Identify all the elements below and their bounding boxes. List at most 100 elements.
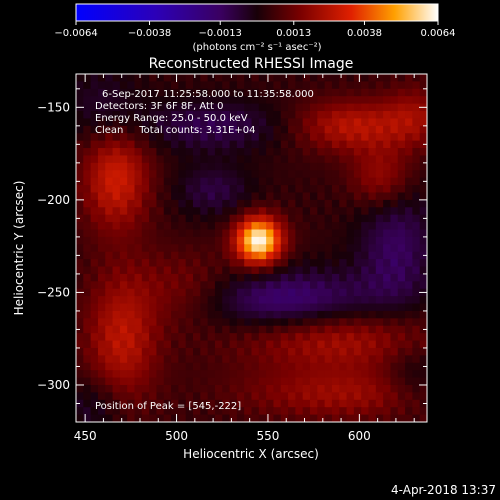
heatmap-cell [302, 229, 311, 238]
heatmap-cell [397, 96, 406, 105]
heatmap-cell [200, 199, 209, 208]
heatmap-cell [251, 355, 260, 364]
heatmap-cell [346, 303, 355, 312]
heatmap-cell [361, 355, 370, 364]
heatmap-cell [207, 259, 216, 268]
heatmap-cell [229, 392, 238, 401]
heatmap-cell [280, 377, 289, 386]
heatmap-cell [97, 177, 106, 186]
heatmap-cell [171, 88, 179, 97]
heatmap-cell [185, 74, 194, 82]
heatmap-cell [83, 140, 92, 149]
heatmap-cell [171, 340, 179, 349]
heatmap-cell [251, 185, 260, 194]
heatmap-cell [97, 414, 106, 422]
heatmap-cell [149, 96, 158, 105]
heatmap-cell [134, 266, 143, 275]
heatmap-cell [310, 392, 318, 401]
heatmap-cell [229, 236, 238, 245]
heatmap-cell [112, 414, 121, 422]
heatmap-cell [353, 133, 362, 142]
heatmap-cell [266, 310, 275, 319]
heatmap-cell [368, 333, 377, 342]
heatmap-cell [368, 148, 377, 157]
heatmap-cell [193, 244, 201, 253]
heatmap-cell [346, 155, 355, 164]
heatmap-cell [375, 103, 384, 112]
heatmap-cell [134, 162, 143, 171]
heatmap-cell [375, 170, 384, 179]
heatmap-cell [119, 214, 128, 223]
heatmap-cell [141, 236, 150, 245]
heatmap-cell [185, 155, 194, 164]
heatmap-cell [346, 244, 355, 253]
heatmap-cell [317, 148, 326, 157]
heatmap-cell [76, 125, 84, 134]
heatmap-cell [156, 325, 165, 334]
heatmap-cell [427, 304, 435, 312]
heatmap-cell [163, 244, 172, 253]
heatmap-cell [258, 296, 267, 305]
heatmap-cell [112, 310, 121, 319]
heatmap-cell [134, 384, 143, 393]
heatmap-cell [193, 414, 201, 422]
heatmap-cell [156, 392, 165, 401]
heatmap-cell [361, 133, 370, 142]
heatmap-cell [76, 81, 84, 90]
heatmap-cell [244, 362, 253, 371]
heatmap-cell [412, 192, 421, 201]
heatmap-cell [375, 81, 384, 90]
heatmap-cell [171, 399, 179, 408]
heatmap-cell [251, 155, 260, 164]
heatmap-cell [427, 289, 435, 297]
heatmap-cell [427, 104, 435, 112]
heatmap-cell [83, 133, 92, 142]
heatmap-cell [339, 340, 348, 349]
heatmap-cell [141, 384, 150, 393]
heatmap-cell [222, 222, 231, 231]
heatmap-cell [222, 251, 231, 260]
heatmap-cell [214, 333, 223, 342]
heatmap-cell [361, 288, 370, 297]
heatmap-cell [331, 118, 340, 127]
heatmap-cell [324, 148, 333, 157]
heatmap-cell [419, 162, 427, 171]
heatmap-cell [222, 125, 231, 134]
heatmap-cell [317, 392, 326, 401]
heatmap-cell [105, 192, 114, 201]
heatmap-cell [375, 399, 384, 408]
heatmap-cell [156, 207, 165, 216]
heatmap-cell [390, 229, 399, 238]
heatmap-cell [83, 162, 92, 171]
heatmap-cell [412, 259, 421, 268]
heatmap-cell [112, 148, 121, 157]
heatmap-cell [112, 370, 121, 379]
heatmap-cell [90, 118, 99, 127]
heatmap-cell [317, 170, 326, 179]
heatmap-cell [302, 199, 311, 208]
heatmap-cell [405, 74, 413, 82]
heatmap-cell [288, 362, 296, 371]
heatmap-cell [119, 81, 128, 90]
heatmap-cell [324, 370, 333, 379]
heatmap-cell [419, 96, 427, 105]
heatmap-cell [302, 362, 311, 371]
heatmap-cell [156, 399, 165, 408]
heatmap-cell [236, 229, 245, 238]
heatmap-cell [178, 192, 187, 201]
heatmap-cell [200, 244, 209, 253]
heatmap-cell [244, 399, 253, 408]
heatmap-cell [258, 214, 267, 223]
heatmap-cell [302, 81, 311, 90]
heatmap-cell [112, 88, 121, 97]
heatmap-cell [288, 133, 296, 142]
heatmap-cell [397, 362, 406, 371]
heatmap-cell [193, 96, 201, 105]
heatmap-cell [244, 229, 253, 238]
heatmap-cell [361, 244, 370, 253]
heatmap-cell [97, 133, 106, 142]
heatmap-cell [90, 140, 99, 149]
heatmap-cell [427, 185, 435, 193]
heatmap-cell [427, 229, 435, 237]
heatmap-cell [412, 81, 421, 90]
